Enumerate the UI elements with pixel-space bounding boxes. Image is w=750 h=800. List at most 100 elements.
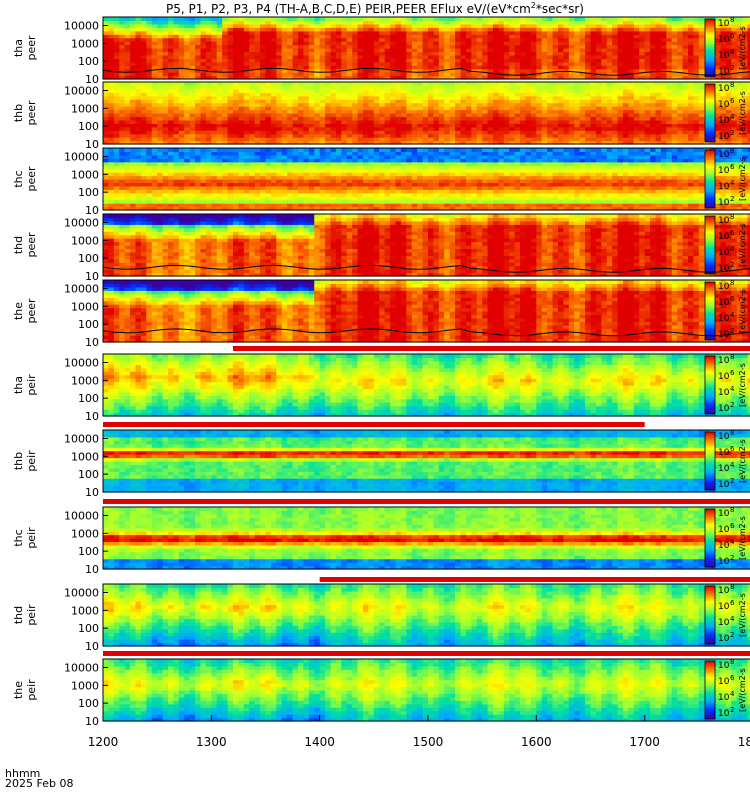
heatmap-cell (341, 34, 347, 38)
heatmap-cell (574, 123, 580, 127)
heatmap-cell (190, 155, 196, 159)
heatmap-cell (152, 113, 158, 117)
heatmap-cell (401, 31, 407, 35)
heatmap-cell (666, 99, 672, 103)
heatmap-cell (488, 62, 494, 66)
heatmap-cell (444, 113, 450, 117)
heatmap-cell (623, 65, 629, 69)
heatmap-cell (114, 55, 120, 59)
heatmap-cell (114, 85, 120, 89)
heatmap-cell (282, 193, 288, 197)
heatmap-cell (536, 38, 542, 42)
heatmap-cell (607, 38, 613, 42)
heatmap-cell (661, 55, 667, 59)
heatmap-cell (114, 182, 120, 186)
heatmap-cell (661, 89, 667, 93)
heatmap-cell (352, 38, 358, 42)
heatmap-cell (677, 134, 683, 138)
heatmap-cell (693, 85, 699, 89)
heatmap-cell (325, 58, 331, 62)
heatmap-cell (531, 62, 537, 66)
heatmap-cell (298, 96, 304, 100)
heatmap-cell (396, 72, 402, 76)
heatmap-cell (260, 58, 266, 62)
heatmap-cell (406, 99, 412, 103)
heatmap-cell (596, 82, 602, 86)
heatmap-cell (325, 99, 331, 103)
heatmap-cell (569, 27, 575, 31)
heatmap-cell (173, 176, 179, 180)
heatmap-cell (650, 85, 656, 89)
heatmap-cell (320, 127, 326, 131)
heatmap-cell (184, 134, 190, 138)
heatmap-cell (130, 27, 136, 31)
heatmap-cell (173, 31, 179, 35)
heatmap-cell (677, 123, 683, 127)
heatmap-cell (352, 123, 358, 127)
heatmap-cell (444, 120, 450, 124)
heatmap-cell (471, 34, 477, 38)
heatmap-cell (693, 82, 699, 86)
heatmap-cell (688, 51, 694, 55)
heatmap-cell (331, 82, 337, 86)
heatmap-cell (352, 89, 358, 93)
heatmap-cell (201, 148, 207, 152)
heatmap-cell (569, 106, 575, 110)
heatmap-cell (352, 103, 358, 107)
heatmap-cell (352, 72, 358, 76)
heatmap-cell (601, 103, 607, 107)
heatmap-cell (455, 41, 461, 45)
heatmap-cell (103, 130, 109, 134)
heatmap-cell (509, 55, 515, 59)
heatmap-cell (396, 127, 402, 131)
heatmap-cell (309, 55, 315, 59)
heatmap-cell (650, 20, 656, 24)
heatmap-cell (618, 123, 624, 127)
heatmap-cell (693, 38, 699, 42)
panel-thb-peer: 10100100010000thb peer10210410610 8[eV/(cm… (12, 81, 750, 151)
heatmap-cell (401, 85, 407, 89)
heatmap-cell (190, 20, 196, 24)
heatmap-cell (314, 65, 320, 69)
heatmap-cell (574, 48, 580, 52)
heatmap-cell (168, 200, 174, 204)
heatmap-cell (601, 55, 607, 59)
heatmap-cell (477, 45, 483, 49)
heatmap-cell (282, 127, 288, 131)
heatmap-cell (363, 27, 369, 31)
heatmap-cell (136, 186, 142, 190)
heatmap-cell (119, 41, 125, 45)
heatmap-cell (585, 120, 591, 124)
heatmap-cell (693, 58, 699, 62)
heatmap-cell (325, 72, 331, 76)
heatmap-cell (509, 48, 515, 52)
heatmap-cell (569, 103, 575, 107)
heatmap-cell (249, 162, 255, 166)
heatmap-cell (482, 27, 488, 31)
heatmap-cell (282, 82, 288, 86)
heatmap-cell (536, 31, 542, 35)
heatmap-cell (190, 41, 196, 45)
heatmap-cell (721, 110, 727, 114)
heatmap-cell (125, 127, 131, 131)
heatmap-cell (666, 45, 672, 49)
heatmap-cell (282, 38, 288, 42)
heatmap-cell (504, 103, 510, 107)
heatmap-cell (249, 169, 255, 173)
heatmap-cell (276, 203, 282, 207)
heatmap-cell (119, 17, 125, 21)
heatmap-cell (114, 45, 120, 49)
heatmap-cell (282, 41, 288, 45)
heatmap-cell (260, 89, 266, 93)
heatmap-cell (309, 41, 315, 45)
heatmap-cell (233, 58, 239, 62)
heatmap-cell (255, 38, 261, 42)
heatmap-cell (146, 58, 152, 62)
heatmap-cell (141, 99, 147, 103)
heatmap-cell (238, 99, 244, 103)
heatmap-cell (325, 137, 331, 141)
heatmap-cell (477, 96, 483, 100)
heatmap-cell (331, 51, 337, 55)
heatmap-cell (314, 27, 320, 31)
heatmap-cell (266, 148, 272, 152)
